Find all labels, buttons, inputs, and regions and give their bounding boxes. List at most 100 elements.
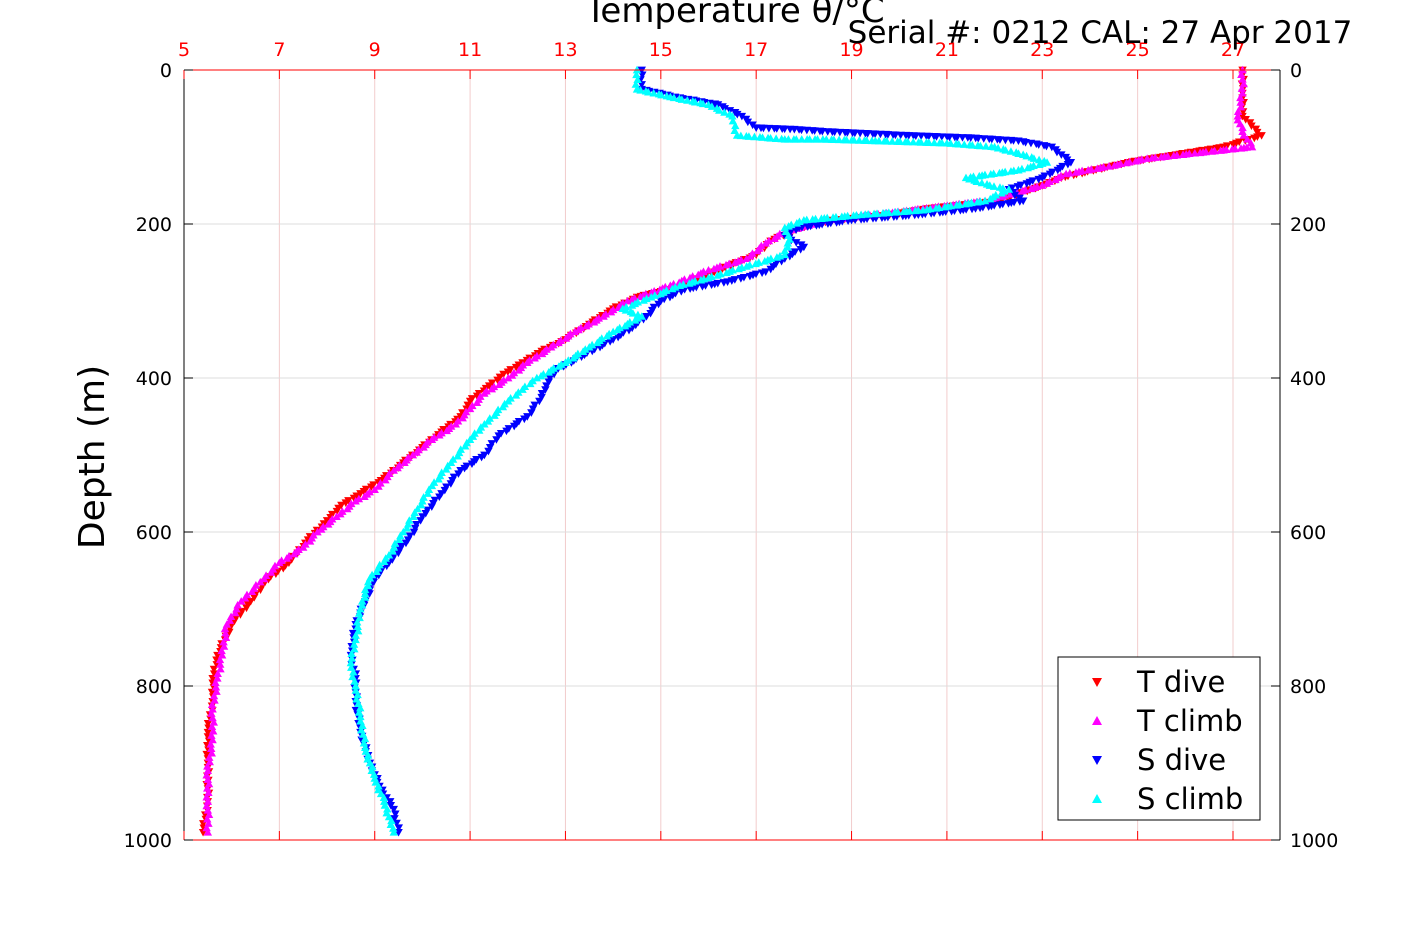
- data-point: [370, 774, 379, 782]
- data-point: [299, 543, 308, 551]
- data-point: [203, 762, 212, 770]
- data-point: [427, 503, 436, 511]
- data-point: [899, 207, 908, 216]
- data-point: [817, 214, 826, 222]
- data-point: [358, 721, 367, 729]
- legend-marker: [1092, 794, 1102, 803]
- data-point: [766, 134, 775, 142]
- data-point: [207, 722, 217, 731]
- data-point: [761, 239, 770, 247]
- data-point: [745, 272, 755, 281]
- x-tick-label: 21: [935, 39, 959, 61]
- data-point: [734, 264, 743, 273]
- data-point: [369, 770, 379, 778]
- data-point: [1247, 142, 1257, 151]
- data-point: [207, 700, 217, 709]
- data-point: [472, 398, 482, 406]
- data-point: [862, 136, 871, 144]
- data-point: [631, 80, 640, 88]
- data-point: [1239, 131, 1248, 139]
- data-point: [363, 751, 373, 759]
- data-point: [220, 624, 230, 633]
- data-point: [792, 219, 802, 227]
- data-point: [704, 266, 713, 274]
- data-point: [822, 135, 831, 143]
- data-point: [1212, 144, 1221, 153]
- data-point: [1216, 146, 1225, 154]
- data-point: [895, 137, 905, 146]
- data-point: [613, 333, 623, 342]
- data-point: [1238, 75, 1247, 83]
- data-point: [606, 307, 616, 316]
- data-point: [1253, 128, 1262, 137]
- data-point: [441, 465, 451, 473]
- data-point: [965, 174, 974, 183]
- data-point: [812, 222, 821, 230]
- data-point: [202, 823, 211, 832]
- data-point: [1053, 166, 1062, 175]
- data-point: [1236, 102, 1246, 111]
- data-point: [1034, 155, 1044, 164]
- y-tick-label-left: 200: [136, 214, 172, 236]
- data-point: [1157, 152, 1166, 161]
- legend-marker: [1092, 678, 1102, 687]
- data-point: [216, 664, 225, 673]
- data-point: [208, 713, 217, 722]
- y-tick-label-left: 600: [136, 522, 172, 544]
- data-point: [374, 482, 383, 490]
- data-point: [785, 252, 795, 261]
- data-point: [209, 691, 219, 700]
- data-point: [694, 270, 703, 279]
- data-point: [1010, 191, 1020, 200]
- data-point: [780, 125, 789, 134]
- data-point: [412, 520, 421, 529]
- data-point: [630, 316, 640, 324]
- data-point: [346, 658, 356, 667]
- data-point: [394, 535, 404, 544]
- data-point: [1236, 98, 1245, 106]
- data-point: [370, 485, 379, 494]
- data-point: [203, 814, 212, 823]
- legend-items: T dive T climb S dive S climb: [1092, 665, 1243, 816]
- y-axis-label: Depth (m): [72, 365, 113, 549]
- data-point: [636, 292, 645, 301]
- data-point: [696, 275, 706, 284]
- legend-label: T climb: [1136, 704, 1243, 738]
- data-point: [354, 708, 364, 716]
- data-point: [380, 797, 389, 805]
- data-point: [1004, 200, 1013, 208]
- data-point: [418, 513, 427, 521]
- data-point: [427, 435, 437, 443]
- x-tick-label: 15: [649, 39, 673, 61]
- data-point: [1029, 154, 1039, 162]
- data-point: [882, 137, 892, 145]
- data-point: [659, 295, 669, 304]
- data-point: [217, 646, 226, 655]
- x-tick-label: 5: [178, 39, 190, 61]
- data-point: [360, 492, 369, 500]
- data-point: [423, 489, 432, 497]
- data-point: [363, 577, 373, 586]
- data-point: [247, 587, 257, 596]
- data-point: [202, 801, 211, 810]
- data-point: [984, 203, 993, 211]
- data-point: [758, 133, 767, 141]
- data-point: [731, 121, 740, 130]
- data-point: [1001, 136, 1010, 145]
- data-point: [1131, 156, 1140, 165]
- data-point: [221, 629, 230, 637]
- data-point: [849, 136, 859, 144]
- data-point: [211, 678, 220, 687]
- data-point: [394, 824, 404, 832]
- legend-marker: [1092, 756, 1102, 765]
- data-point: [1093, 164, 1102, 172]
- y-tick-label-right: 1000: [1290, 830, 1338, 852]
- legend-marker: [1092, 716, 1102, 725]
- data-point: [1236, 93, 1245, 102]
- data-point: [405, 532, 415, 541]
- data-point: [389, 466, 398, 474]
- data-point: [347, 649, 356, 658]
- data-point: [578, 347, 588, 355]
- data-point: [721, 260, 731, 269]
- data-point: [537, 349, 547, 358]
